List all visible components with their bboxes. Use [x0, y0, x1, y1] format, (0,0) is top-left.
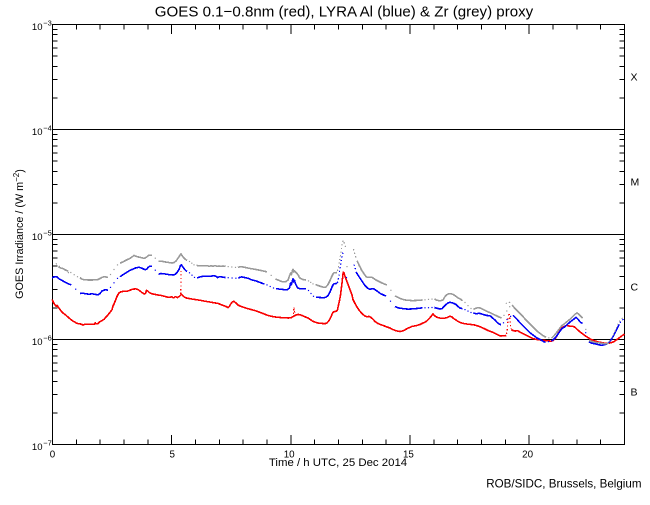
svg-text:M: M [631, 177, 640, 189]
svg-text:10: 10 [284, 449, 295, 460]
svg-text:0: 0 [50, 449, 56, 460]
svg-text:10: 10 [32, 127, 43, 138]
svg-text:10: 10 [32, 232, 43, 243]
svg-text:10: 10 [32, 337, 43, 348]
svg-text:−7: −7 [43, 439, 52, 448]
svg-text:−6: −6 [43, 334, 52, 343]
svg-text:C: C [631, 282, 639, 294]
svg-text:5: 5 [169, 449, 175, 460]
svg-text:10: 10 [32, 22, 43, 33]
svg-text:ROB/SIDC, Brussels, Belgium: ROB/SIDC, Brussels, Belgium [486, 478, 641, 491]
svg-text:GOES Irradiance / (W m−2): GOES Irradiance / (W m−2) [12, 169, 26, 299]
svg-text:B: B [631, 387, 638, 399]
svg-text:−5: −5 [43, 229, 52, 238]
svg-text:−3: −3 [43, 19, 52, 28]
svg-text:20: 20 [522, 449, 533, 460]
svg-text:GOES 0.1−0.8nm (red), LYRA Al: GOES 0.1−0.8nm (red), LYRA Al (blue) & Z… [155, 4, 534, 21]
svg-text:Time / h UTC, 25 Dec 2014: Time / h UTC, 25 Dec 2014 [269, 457, 407, 469]
svg-text:X: X [631, 72, 638, 84]
svg-text:10: 10 [32, 442, 43, 453]
svg-text:−4: −4 [43, 124, 52, 133]
svg-text:15: 15 [403, 449, 414, 460]
